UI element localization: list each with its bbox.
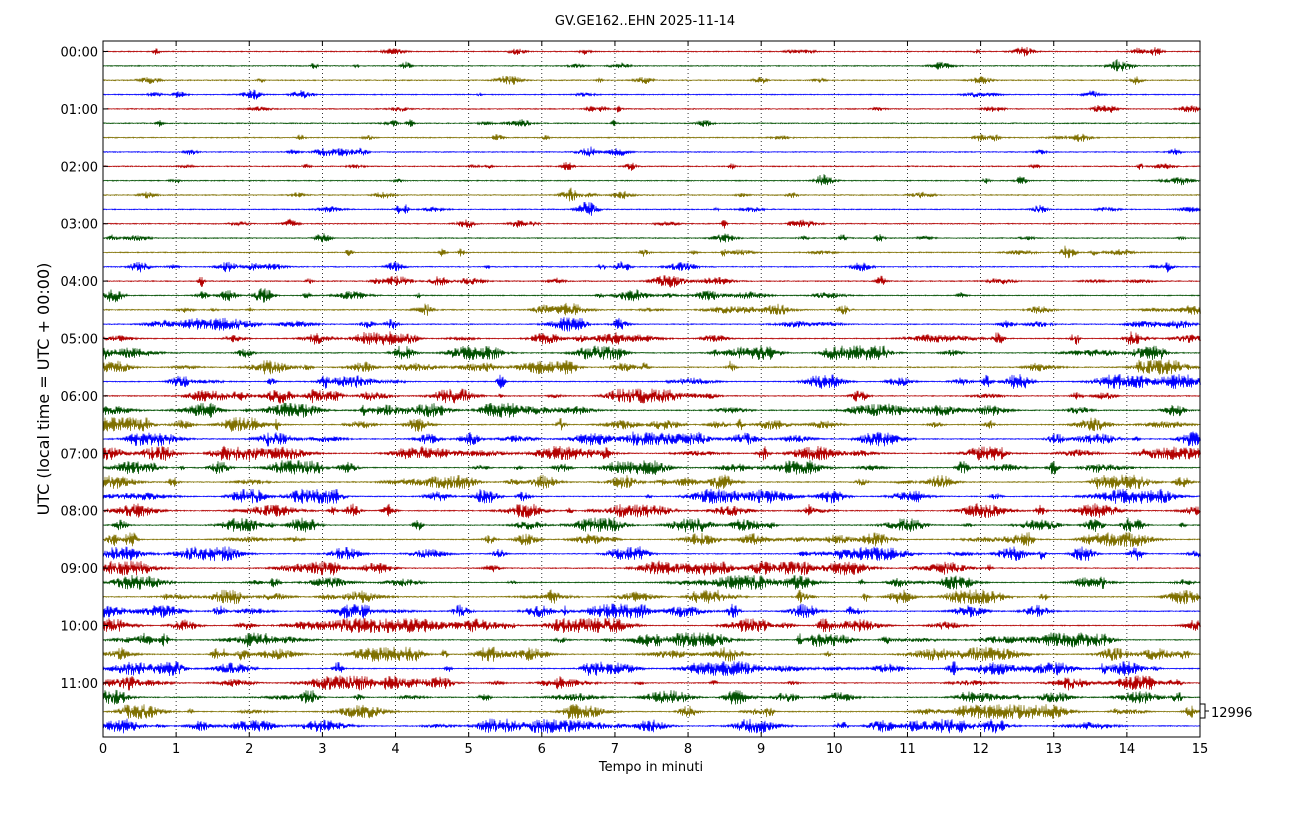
x-tick-label: 2 — [245, 742, 253, 757]
seismic-trace — [102, 532, 1201, 547]
seismic-trace — [102, 388, 1201, 404]
seismic-trace — [102, 187, 1201, 202]
x-tick-label: 10 — [826, 742, 843, 757]
seismic-trace — [102, 560, 1201, 576]
seismic-trace — [102, 675, 1201, 691]
y-tick-label: 11:00 — [61, 677, 98, 692]
y-tick-label: 09:00 — [61, 562, 98, 577]
y-tick-label: 05:00 — [61, 333, 98, 348]
y-tick-label: 06:00 — [61, 390, 98, 405]
seismic-trace — [102, 460, 1201, 476]
seismic-trace — [102, 345, 1201, 361]
seismic-trace — [102, 704, 1201, 720]
x-axis-label: Tempo in minuti — [598, 760, 703, 775]
seismic-trace — [102, 302, 1201, 316]
x-tick-label: 13 — [1045, 742, 1062, 757]
y-tick-label: 00:00 — [61, 46, 98, 61]
x-tick-label: 11 — [899, 742, 916, 757]
scale-bar: 12996 — [1199, 703, 1252, 721]
seismic-trace — [102, 517, 1201, 533]
y-tick-label: 01:00 — [61, 103, 98, 118]
seismic-trace — [102, 119, 1201, 128]
x-tick-label: 0 — [99, 742, 107, 757]
seismic-trace — [102, 201, 1201, 216]
seismic-trace — [102, 275, 1201, 288]
seismic-trace — [102, 417, 1201, 432]
seismic-trace — [102, 75, 1201, 85]
seismic-trace — [102, 618, 1201, 634]
seismic-trace — [102, 589, 1201, 605]
x-tick-label: 6 — [538, 742, 546, 757]
seismic-trace — [102, 245, 1201, 259]
scale-bar-label: 12996 — [1211, 706, 1252, 721]
seismic-trace — [102, 261, 1201, 273]
seismic-trace — [102, 646, 1201, 662]
seismic-trace — [102, 474, 1201, 490]
seismic-trace — [102, 488, 1201, 504]
seismic-trace — [102, 503, 1201, 519]
seismic-trace — [102, 104, 1201, 113]
x-tick-label: 8 — [684, 742, 692, 757]
seismic-trace — [102, 374, 1201, 390]
x-tick-label: 5 — [465, 742, 473, 757]
traces — [102, 46, 1201, 734]
y-tick-label: 04:00 — [61, 275, 98, 290]
y-axis: 00:00 01:00 02:00 03:00 04:00 05:00 06:00 07:00… — [61, 46, 108, 692]
seismic-trace — [102, 574, 1201, 590]
seismic-trace — [102, 431, 1201, 447]
x-tick-label: 7 — [611, 742, 619, 757]
y-tick-label: 02:00 — [61, 160, 98, 175]
x-tick-label: 1 — [172, 742, 180, 757]
x-tick-label: 12 — [972, 742, 989, 757]
seismic-trace — [102, 632, 1201, 648]
scale-bar-box — [1199, 703, 1206, 719]
seismic-trace — [102, 46, 1201, 57]
plot-frame — [102, 40, 1201, 738]
seismic-trace — [102, 359, 1201, 375]
x-tick-label: 9 — [757, 742, 765, 757]
y-tick-label: 07:00 — [61, 447, 98, 462]
grid-lines — [175, 41, 1128, 737]
seismic-trace — [102, 133, 1201, 142]
seismic-trace — [102, 661, 1201, 677]
seismic-trace — [102, 546, 1201, 562]
seismic-trace — [102, 689, 1201, 705]
seismic-trace — [102, 402, 1201, 418]
y-axis-label: UTC (local time = UTC + 00:00) — [34, 263, 53, 516]
seismic-trace — [102, 288, 1201, 303]
seismic-trace — [102, 218, 1201, 229]
seismic-trace — [102, 174, 1201, 186]
seismic-trace — [102, 331, 1201, 346]
seismic-trace — [102, 161, 1201, 171]
seismic-trace — [102, 59, 1201, 72]
seismic-trace — [102, 233, 1201, 243]
x-tick-label: 14 — [1119, 742, 1136, 757]
x-tick-label: 15 — [1192, 742, 1209, 757]
seismic-trace — [102, 718, 1201, 734]
seismic-trace — [102, 317, 1201, 332]
seismic-trace — [102, 89, 1201, 100]
y-tick-label: 08:00 — [61, 505, 98, 520]
x-axis: 0 1 2 3 4 5 6 7 8 9 10 11 12 13 14 15 — [99, 41, 1208, 757]
seismic-trace — [102, 603, 1201, 619]
x-tick-label: 4 — [391, 742, 399, 757]
x-tick-label: 3 — [318, 742, 326, 757]
y-tick-label: 10:00 — [61, 620, 98, 635]
seismic-trace — [102, 445, 1201, 461]
seismic-trace — [102, 146, 1201, 157]
chart-title: GV.GE162..EHN 2025-11-14 — [555, 14, 735, 29]
y-tick-label: 03:00 — [61, 218, 98, 233]
